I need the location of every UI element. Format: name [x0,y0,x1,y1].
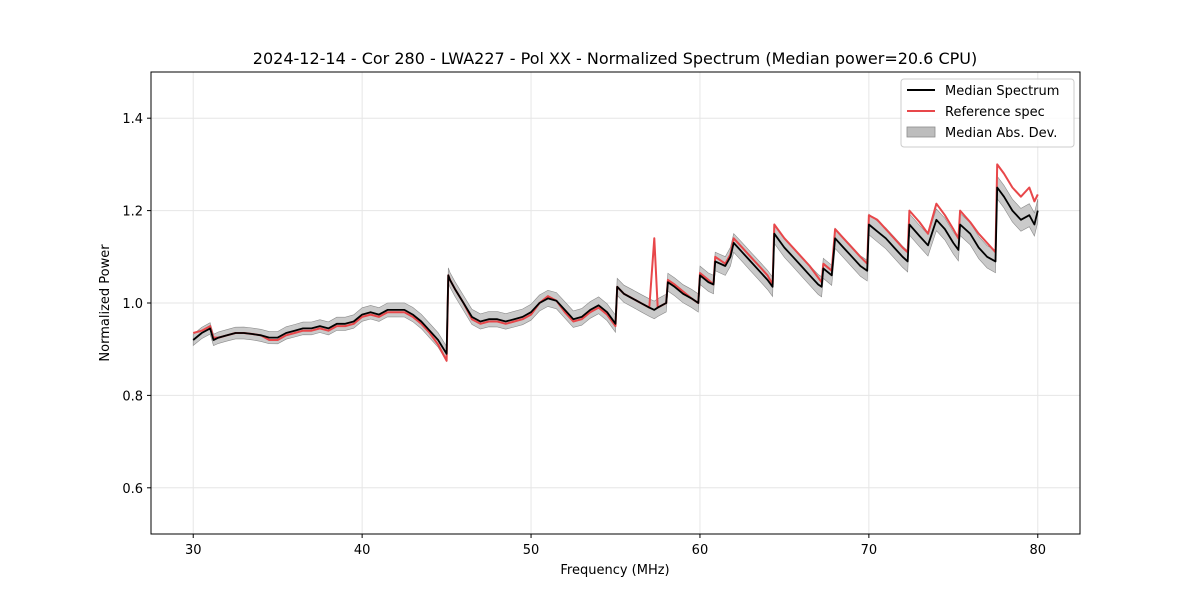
x-tick-label: 50 [523,543,540,558]
chart-title: 2024-12-14 - Cor 280 - LWA227 - Pol XX -… [253,49,977,68]
median-spectrum-line [192,186,1039,355]
x-axis-ticks: 30 40 50 60 70 80 [185,534,1046,558]
legend-reference-label: Reference spec [945,105,1045,120]
y-tick-label: 1.0 [122,297,143,312]
legend-mad-swatch [906,126,936,138]
legend-box [900,78,1075,148]
y-axis-label: Normalized Power [98,244,113,362]
legend-median-label: Median Spectrum [945,84,1059,99]
x-tick-label: 40 [354,543,371,558]
x-axis-label: Frequency (MHz) [560,563,669,578]
x-tick-label: 80 [1029,543,1046,558]
legend: Median Spectrum Reference spec Median Ab… [900,78,1075,148]
plot-area [192,163,1039,363]
y-tick-label: 0.6 [122,482,143,497]
mad-band [192,175,1039,363]
y-axis-ticks: 0.6 0.8 1.0 1.2 1.4 [122,112,151,497]
x-tick-label: 60 [692,543,709,558]
x-tick-label: 70 [861,543,878,558]
legend-mad-label: Median Abs. Dev. [945,126,1057,141]
x-tick-label: 30 [185,543,202,558]
y-tick-label: 1.4 [122,112,143,127]
y-tick-label: 1.2 [122,205,143,220]
y-tick-label: 0.8 [122,389,143,404]
reference-spectrum-line [192,163,1039,362]
